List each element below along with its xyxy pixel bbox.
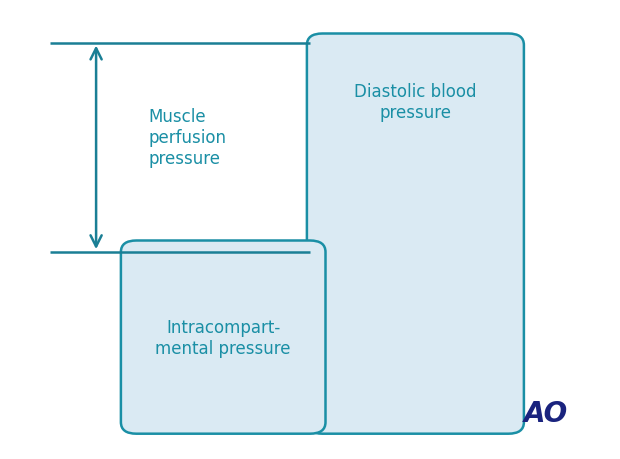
Text: Muscle
perfusion
pressure: Muscle perfusion pressure: [149, 108, 227, 168]
FancyBboxPatch shape: [307, 34, 524, 434]
Text: AO: AO: [523, 399, 568, 427]
FancyBboxPatch shape: [121, 241, 326, 434]
Text: Diastolic blood
pressure: Diastolic blood pressure: [354, 83, 477, 121]
Text: Intracompart-
mental pressure: Intracompart- mental pressure: [156, 318, 291, 357]
